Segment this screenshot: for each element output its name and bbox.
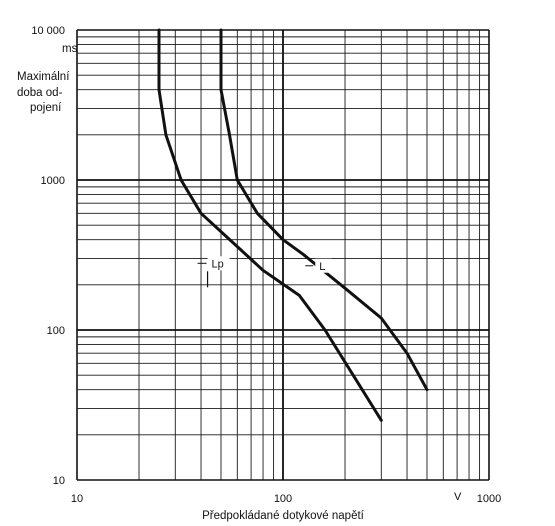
series-label-l: L	[319, 261, 325, 273]
y-axis-title-line-2: doba od-	[17, 87, 63, 99]
y-axis-title-line-3: pojení	[30, 102, 62, 114]
tick-labels: 10 100 1000 10 100 1000 10 000	[31, 25, 501, 505]
series-label-bg	[207, 256, 230, 271]
series-label-bg	[315, 258, 332, 273]
y-tick-label: 100	[47, 325, 65, 337]
series-line-lp	[157, 28, 383, 422]
series-line-l	[219, 28, 429, 392]
y-axis-title-line-1: Maximální	[17, 71, 70, 83]
x-tick-label: 100	[274, 493, 292, 505]
series-label-lp: Lp	[212, 258, 224, 270]
grid	[76, 29, 490, 481]
y-tick-label: 10 000	[31, 25, 65, 37]
x-tick-label: 10	[71, 493, 83, 505]
y-tick-label: 1000	[41, 175, 65, 187]
curves: Lp L	[157, 28, 429, 422]
x-tick-label: 1000	[477, 493, 501, 505]
x-axis-title: Předpokládané dotykové napětí	[202, 510, 365, 522]
y-tick-label: 10	[53, 475, 65, 487]
x-unit-label: V	[454, 491, 462, 503]
y-unit-label: ms	[62, 43, 78, 55]
